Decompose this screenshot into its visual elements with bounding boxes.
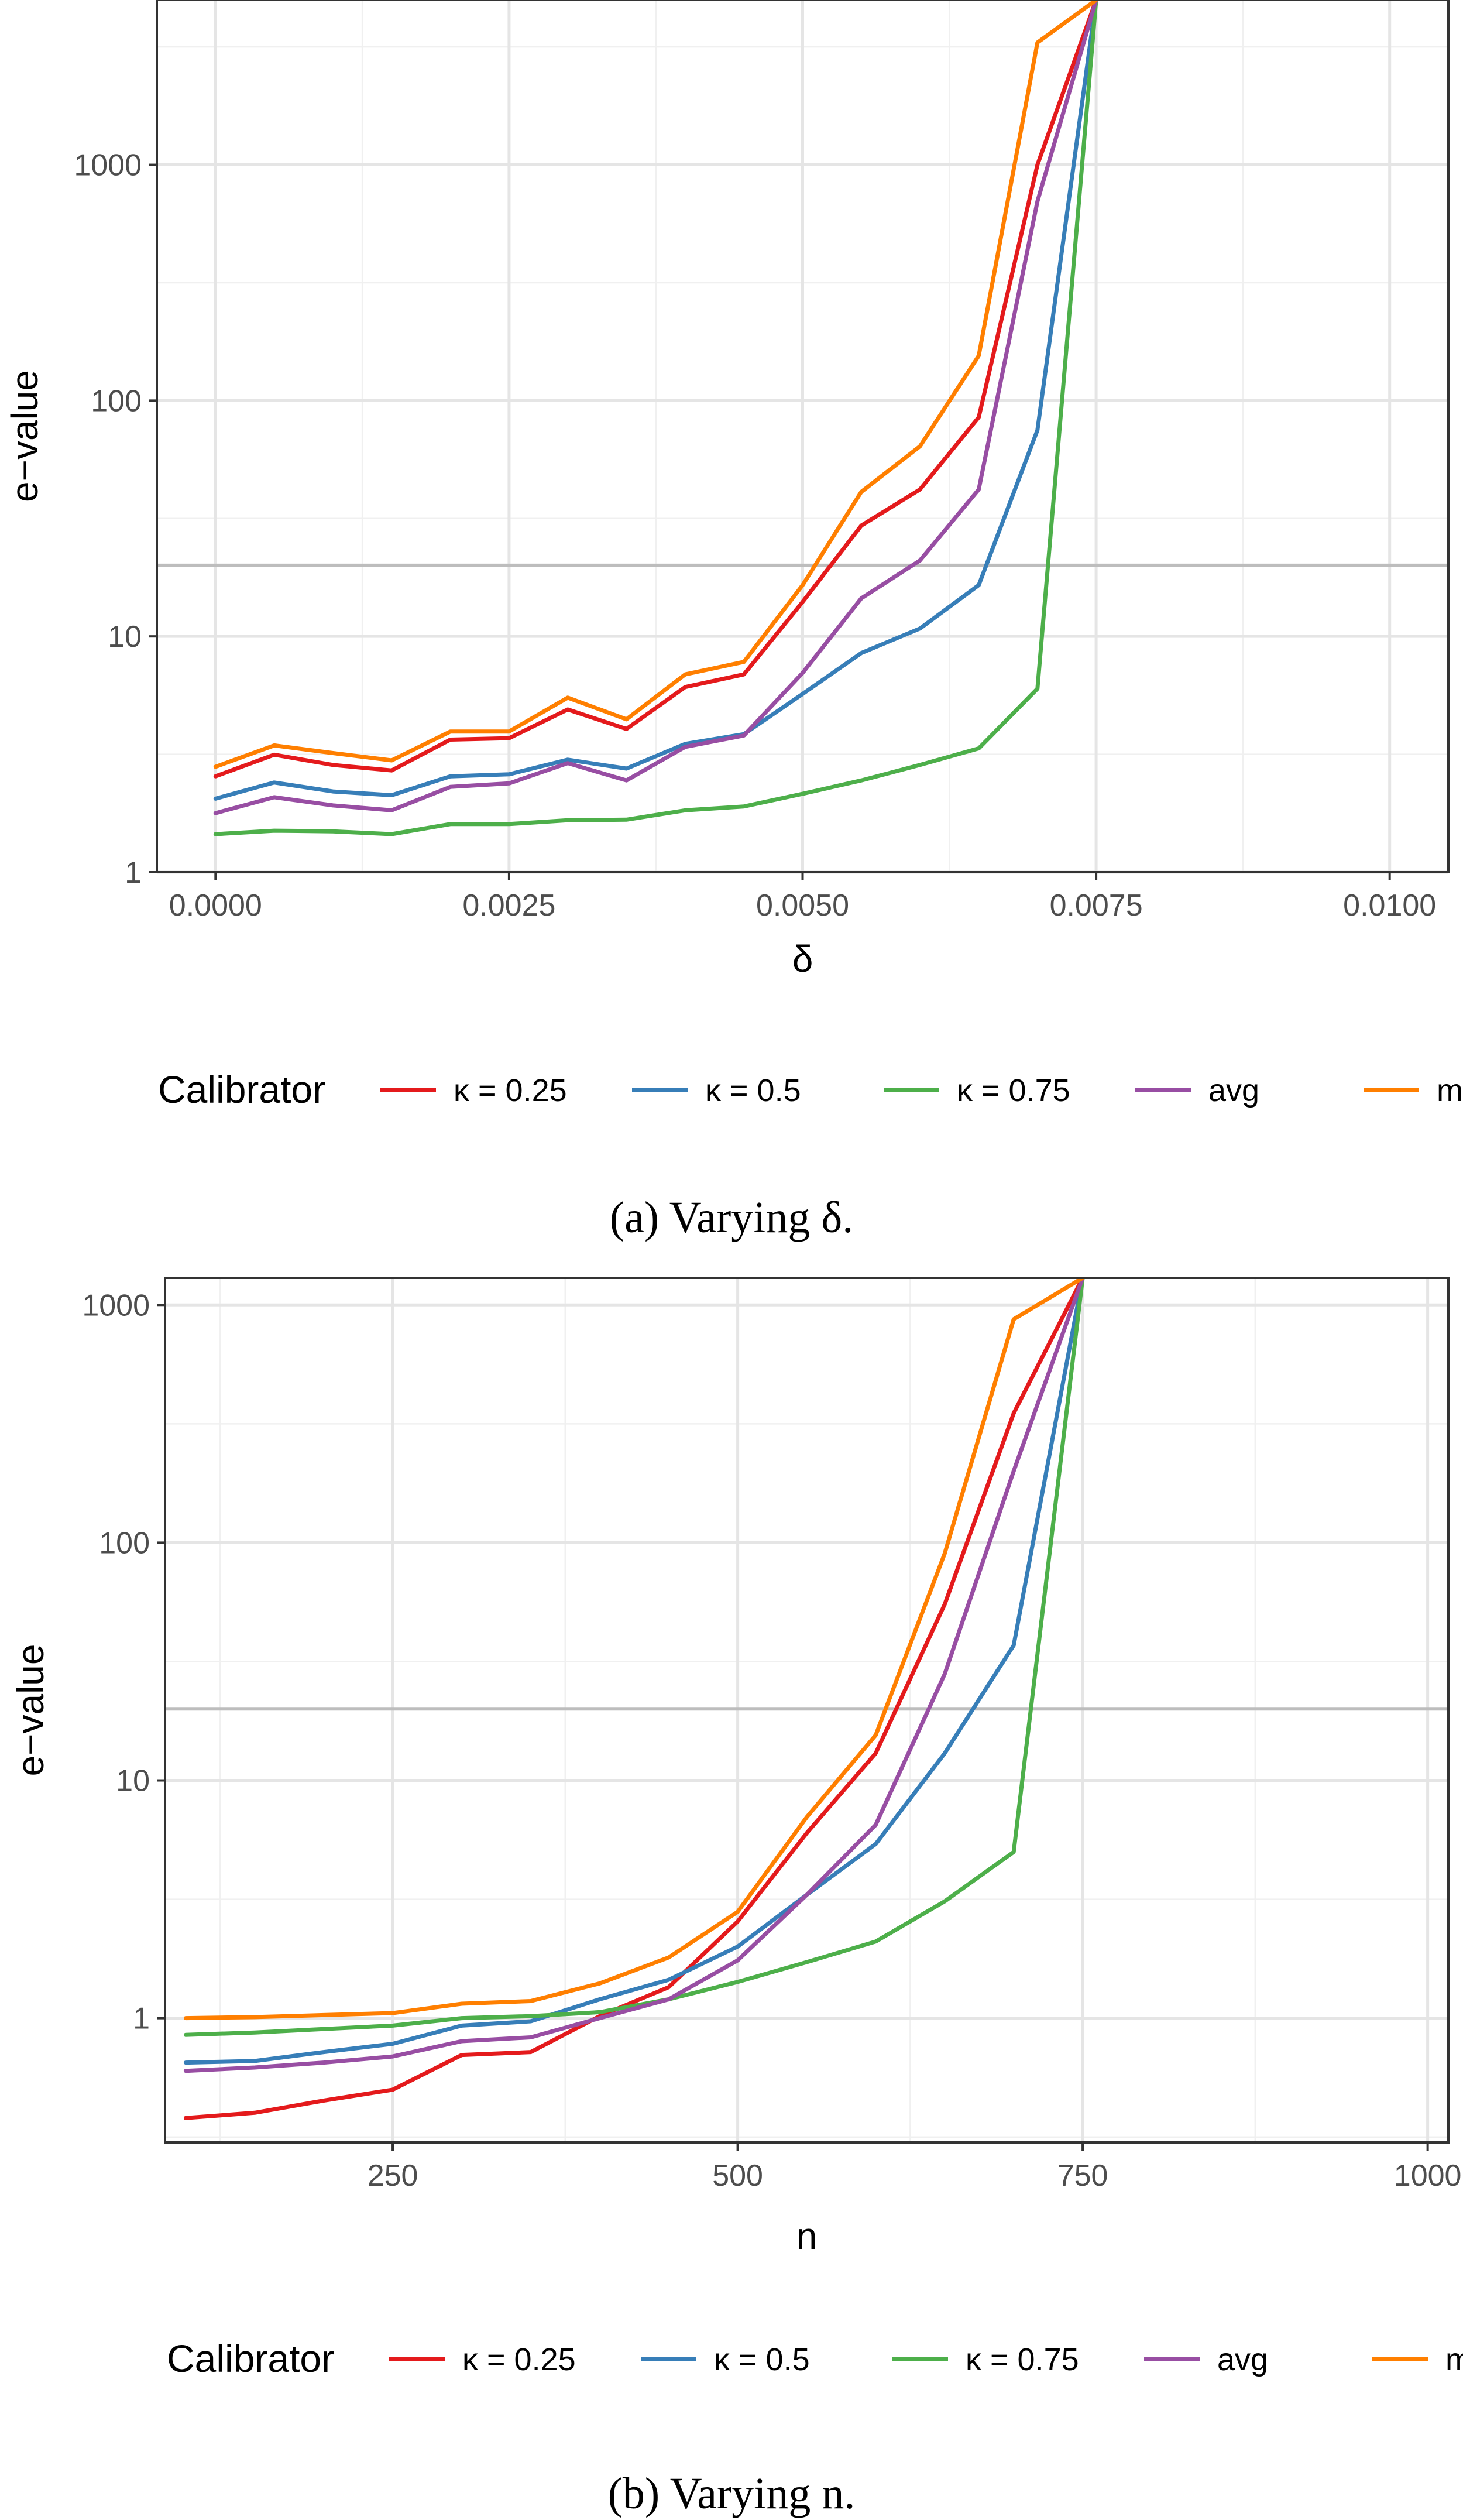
caption-a: (a) Varying δ. (610, 1193, 853, 1242)
series-line (183, 1278, 1085, 2120)
x-axis-title: δ (792, 938, 813, 980)
x-tick-label: 0.0075 (1050, 889, 1143, 923)
series-line (183, 1278, 1085, 2065)
legend-label: max (1445, 2342, 1463, 2377)
x-tick-label: 0.0000 (169, 889, 262, 923)
chart-a: 0.0000 0.0025 0.0050 0.0075 0.0100 1 10 100 1000… (4, 0, 1450, 980)
x-tick-label: 0.0025 (462, 889, 555, 923)
legend-b: Calibrator κ = 0.25 κ = 0.5 κ = 0.75 avg max (167, 2337, 1463, 2380)
legend-label: κ = 0.25 (454, 1073, 567, 1108)
series-line (213, 0, 1098, 836)
series-line (213, 0, 1098, 815)
chart-b: 250 500 750 1000 1 10 100 1000 n e−value (9, 1277, 1462, 2257)
legend-a: Calibrator κ = 0.25 κ = 0.5 κ = 0.75 avg max (158, 1068, 1463, 1111)
series-line (213, 0, 1098, 769)
legend-label: avg (1208, 1073, 1259, 1108)
legend-label: max (1437, 1073, 1463, 1108)
y-tick-label: 100 (91, 384, 142, 418)
series-line (213, 0, 1098, 779)
y-axis-title: e−value (9, 1644, 51, 1777)
y-tick-label: 1000 (82, 1288, 150, 1322)
legend-label: κ = 0.25 (462, 2342, 576, 2377)
legend-label: κ = 0.75 (957, 1073, 1070, 1108)
x-tick-label: 0.0050 (756, 889, 849, 923)
series-line (183, 1278, 1085, 2037)
legend-label: avg (1217, 2342, 1268, 2377)
x-tick-label: 250 (368, 2159, 418, 2193)
y-tick-label: 1000 (74, 149, 142, 183)
panel-border (164, 1277, 1450, 2144)
y-tick-label: 1 (125, 856, 142, 890)
series-line (213, 0, 1098, 801)
legend-title: Calibrator (158, 1068, 325, 1111)
caption-b: (b) Varying n. (608, 2469, 856, 2518)
x-axis-title: n (796, 2215, 818, 2257)
x-tick-label: 750 (1057, 2159, 1108, 2193)
legend-label: κ = 0.5 (714, 2342, 810, 2377)
y-axis-title: e−value (4, 370, 46, 502)
y-tick-label: 10 (108, 620, 142, 654)
x-tick-label: 500 (712, 2159, 763, 2193)
y-tick-label: 100 (99, 1526, 150, 1560)
y-tick-label: 10 (116, 1764, 150, 1798)
series-group (213, 0, 1098, 836)
x-tick-label: 1000 (1394, 2159, 1462, 2193)
legend-label: κ = 0.75 (966, 2342, 1079, 2377)
series-group (183, 1278, 1085, 2120)
legend-title: Calibrator (167, 2337, 334, 2380)
y-tick-label: 1 (133, 2002, 150, 2036)
x-tick-label: 0.0100 (1343, 889, 1436, 923)
series-line (183, 1278, 1085, 2073)
legend-label: κ = 0.5 (705, 1073, 801, 1108)
series-line (183, 1278, 1085, 2021)
